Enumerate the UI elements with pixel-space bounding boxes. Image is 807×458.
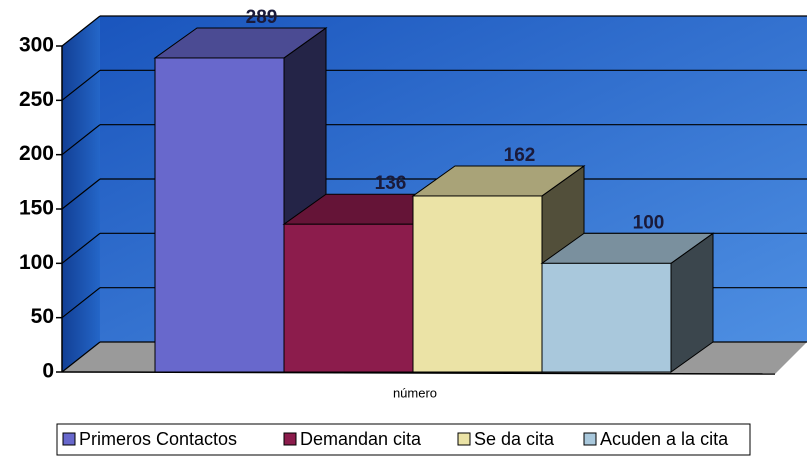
- y-tick-label: 250: [19, 88, 54, 111]
- bar: [541, 262, 672, 373]
- bar: [283, 223, 414, 373]
- bar: [154, 57, 285, 373]
- y-tick-label: 300: [19, 34, 54, 57]
- legend-label: Demandan cita: [300, 429, 422, 449]
- grid-line: [61, 15, 101, 47]
- grid-line: [61, 341, 101, 373]
- bar: [412, 195, 543, 373]
- value-label: 136: [375, 173, 407, 194]
- y-tick-label: 200: [19, 142, 54, 165]
- grid-line: [61, 124, 101, 156]
- y-tick-label: 100: [19, 251, 54, 274]
- x-tick-label: número: [393, 385, 437, 400]
- legend-swatch: [457, 432, 471, 446]
- y-tick-label: 50: [31, 305, 54, 328]
- grid-line: [61, 69, 101, 101]
- value-label: 100: [633, 212, 665, 233]
- value-label: 289: [246, 7, 278, 28]
- legend-swatch: [283, 432, 297, 446]
- grid-line: [61, 232, 101, 264]
- y-tick-label: 150: [19, 197, 54, 220]
- grid-line: [61, 178, 101, 210]
- legend-label: Acuden a la cita: [600, 429, 729, 449]
- value-label: 162: [504, 145, 536, 166]
- y-tick-label: 0: [42, 360, 54, 383]
- grid-line: [61, 287, 101, 319]
- legend-swatch: [62, 432, 76, 446]
- legend: [56, 423, 751, 456]
- legend-label: Se da cita: [474, 429, 555, 449]
- legend-swatch: [583, 432, 597, 446]
- legend-label: Primeros Contactos: [79, 429, 237, 449]
